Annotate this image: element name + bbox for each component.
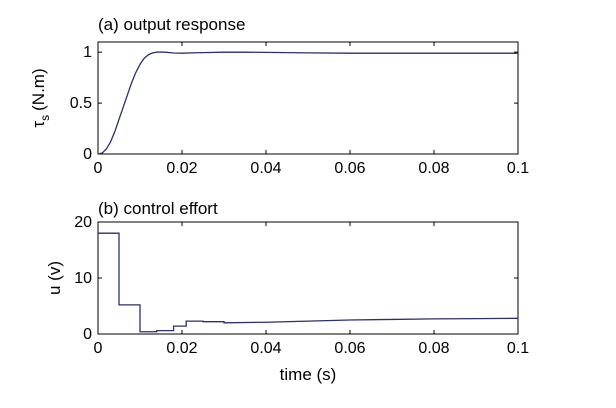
x-tick-label: 0 [94, 340, 103, 357]
series-line [97, 51, 518, 155]
panel-a-ylabel-unit: (N.m) [29, 68, 48, 110]
panel-b-y-ticks: 0 10 20 [74, 214, 518, 343]
x-tick-label: 0.1 [507, 340, 529, 357]
panel-a-ylabel-symbol: τ [29, 121, 48, 128]
panel-b-plot-frame [97, 221, 519, 335]
y-tick-label: 0 [83, 146, 92, 163]
y-tick-label: 0 [83, 326, 92, 343]
panel-output-response: (a) output response 0 0.02 0.04 0.06 0.08 0.1… [29, 15, 529, 177]
panel-b-x-axis-label: time (s) [280, 365, 337, 384]
panel-a-series [97, 51, 518, 155]
x-tick-label: 0.08 [418, 340, 449, 357]
y-tick-label: 20 [74, 214, 92, 231]
x-tick-label: 0.02 [166, 340, 197, 357]
panel-b-y-axis-label: u (v) [45, 261, 64, 295]
x-tick-label: 0 [94, 160, 103, 177]
y-tick-label: 10 [74, 270, 92, 287]
x-tick-label: 0.06 [334, 160, 365, 177]
x-tick-label: 0.1 [507, 160, 529, 177]
x-tick-label: 0.04 [250, 160, 281, 177]
panel-a-plot-frame [97, 41, 519, 155]
panel-a-y-ticks: 00.51 [70, 44, 518, 163]
x-tick-label: 0.04 [250, 340, 281, 357]
panel-a-ylabel-subscript: s [38, 115, 52, 121]
panel-b-x-ticks: 0 0.02 0.04 0.06 0.08 0.1 [94, 222, 529, 357]
panel-b-title: (b) control effort [98, 199, 218, 218]
y-tick-label: 1 [83, 44, 92, 61]
panel-a-title: (a) output response [98, 15, 245, 34]
panel-a-x-ticks: 0 0.02 0.04 0.06 0.08 0.1 [94, 42, 529, 177]
panel-b-series [98, 232, 519, 333]
panel-a-y-axis-label: τs (N.m) [29, 68, 52, 127]
panel-control-effort: (b) control effort 0 0.02 0.04 0.06 0.08 0.1 … [45, 199, 529, 384]
x-tick-label: 0.08 [418, 160, 449, 177]
x-tick-label: 0.06 [334, 340, 365, 357]
x-tick-label: 0.02 [166, 160, 197, 177]
y-tick-label: 0.5 [70, 95, 92, 112]
series-line [98, 232, 519, 333]
